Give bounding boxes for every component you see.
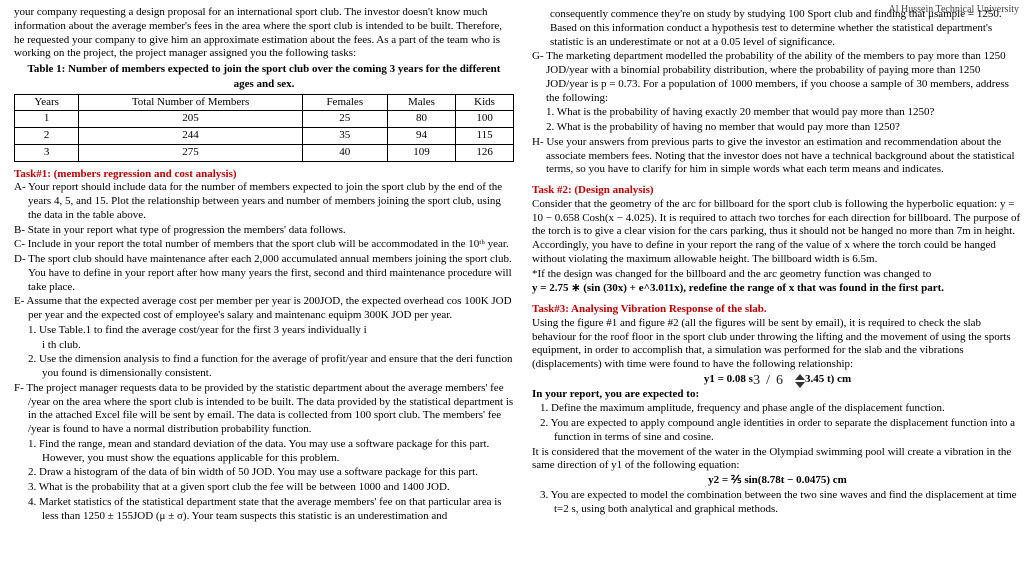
- col-females: Females: [302, 94, 387, 111]
- task3-item3: 3. You are expected to model the combina…: [532, 489, 1023, 517]
- col-total: Total Number of Members: [79, 94, 302, 111]
- cell: 35: [302, 128, 387, 145]
- cell: 2: [15, 128, 79, 145]
- task3-item2: 2. You are expected to apply compound an…: [532, 417, 1023, 445]
- left-column: your company requesting a design proposa…: [14, 6, 514, 524]
- task3-p2: It is considered that the movement of th…: [532, 446, 1023, 474]
- item-g1: 1. What is the probability of having exa…: [536, 106, 1023, 120]
- task3-lead: In your report, you are expected to:: [532, 388, 1023, 402]
- task3-item1: 1. Define the maximum amplitude, frequen…: [532, 402, 1023, 416]
- item-b: B- State in your report what type of pro…: [14, 224, 514, 238]
- item-e1-text: 1. Use Table.1 to find the average cost/…: [28, 324, 367, 336]
- university-header: Al Hussein Technical University: [889, 4, 1019, 17]
- page-stepper[interactable]: [795, 373, 805, 389]
- col-years: Years: [15, 94, 79, 111]
- page-up-icon[interactable]: [795, 374, 805, 380]
- table1: Years Total Number of Members Females Ma…: [14, 94, 514, 162]
- cell: 109: [387, 144, 455, 161]
- item-g2: 2. What is the probability of having no …: [536, 121, 1023, 135]
- table1-caption-line2: ages and sex.: [14, 78, 514, 92]
- cell: 275: [79, 144, 302, 161]
- cell: 25: [302, 111, 387, 128]
- item-e1-tail: i th club.: [42, 339, 514, 353]
- task3-p1: Using the figure #1 and figure #2 (all t…: [532, 317, 1023, 372]
- cell: 244: [79, 128, 302, 145]
- col-kids: Kids: [456, 94, 514, 111]
- page-current: 3: [753, 372, 760, 390]
- document-page: your company requesting a design proposa…: [0, 0, 1033, 530]
- cell: 1: [15, 111, 79, 128]
- item-f2: 2. Draw a histogram of the data of bin w…: [18, 466, 514, 480]
- item-e: E- Assume that the expected average cost…: [14, 295, 514, 323]
- item-f3: 3. What is the probability that at a giv…: [18, 481, 514, 495]
- cell: 94: [387, 128, 455, 145]
- cell: 126: [456, 144, 514, 161]
- task2-p1: Consider that the geometry of the arc fo…: [532, 198, 1023, 267]
- item-e1: 1. Use Table.1 to find the average cost/…: [18, 324, 514, 338]
- item-f: F- The project manager requests data to …: [14, 382, 514, 437]
- right-column: consequently commence they're on study b…: [532, 6, 1023, 524]
- page-down-icon[interactable]: [795, 382, 805, 388]
- page-total: 6: [776, 372, 783, 390]
- cell: 100: [456, 111, 514, 128]
- task3-title: Task#3: Analysing Vibration Response of …: [532, 303, 1023, 317]
- item-h: H- Use your answers from previous parts …: [532, 136, 1023, 177]
- item-c: C- Include in your report the total numb…: [14, 238, 514, 252]
- page-sep: /: [766, 372, 770, 390]
- intro-paragraph: your company requesting a design proposa…: [14, 6, 514, 61]
- item-a: A- Your report should include data for t…: [14, 181, 514, 222]
- table-row: 1 205 25 80 100: [15, 111, 514, 128]
- cell: 3: [15, 144, 79, 161]
- table-header-row: Years Total Number of Members Females Ma…: [15, 94, 514, 111]
- task3-eq2: y2 = ⅖ sin(8.78t − 0.0475) cm: [532, 474, 1023, 488]
- item-f4: 4. Market statistics of the statistical …: [18, 496, 514, 524]
- cell: 205: [79, 111, 302, 128]
- table-row: 3 275 40 109 126: [15, 144, 514, 161]
- cell: 80: [387, 111, 455, 128]
- item-e2: 2. Use the dimension analysis to find a …: [18, 353, 514, 381]
- item-d: D- The sport club should have maintenanc…: [14, 253, 514, 294]
- task2-p2: *If the design was changed for the billb…: [532, 268, 1023, 282]
- page-control: 3 / 6: [753, 372, 805, 390]
- table-row: 2 244 35 94 115: [15, 128, 514, 145]
- task1-title: Task#1: (members regression and cost ana…: [14, 168, 514, 182]
- task2-eq: y = 2.75 ∗ (sin (30x) + e^3.011x), redef…: [532, 282, 1023, 296]
- item-f1: 1. Find the range, mean and standard dev…: [18, 438, 514, 466]
- task2-title: Task #2: (Design analysis): [532, 184, 1023, 198]
- item-g: G- The marketing department modelled the…: [532, 50, 1023, 105]
- cell: 115: [456, 128, 514, 145]
- cell: 40: [302, 144, 387, 161]
- table1-caption-line1: Table 1: Number of members expected to j…: [14, 63, 514, 77]
- col-males: Males: [387, 94, 455, 111]
